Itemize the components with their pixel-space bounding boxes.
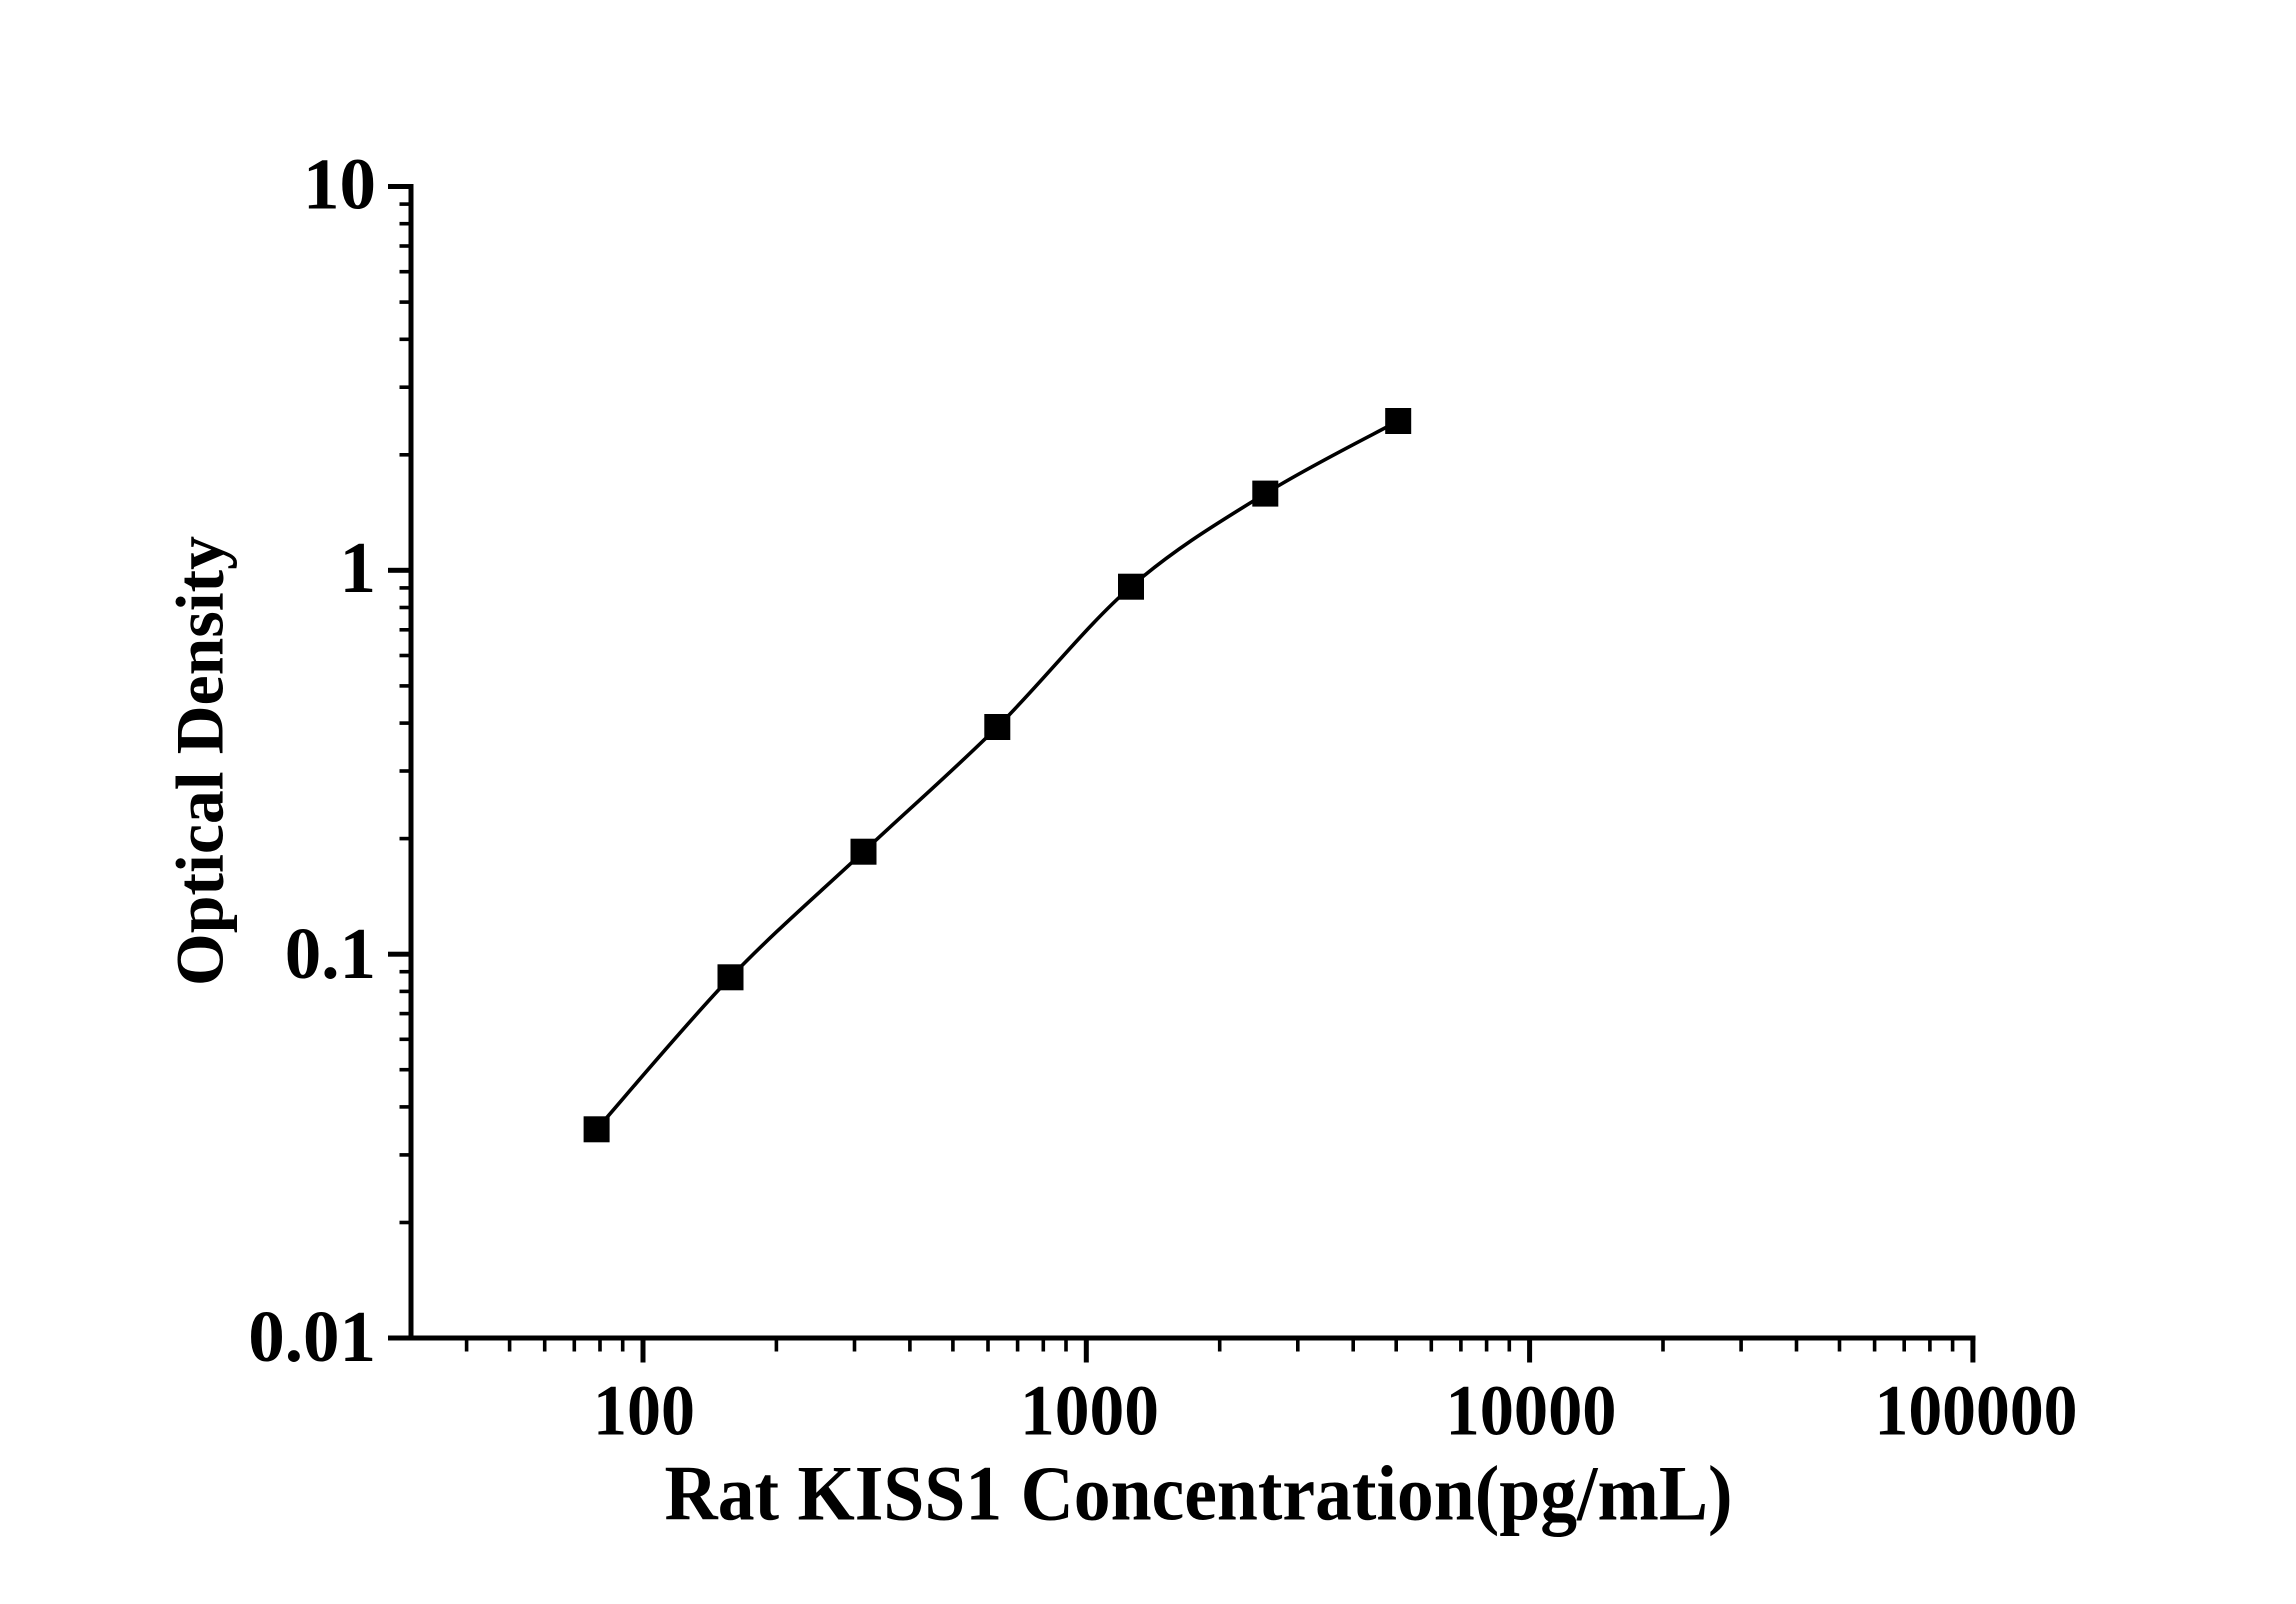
svg-text:100000: 100000 xyxy=(1875,1371,2078,1451)
svg-text:0.01: 0.01 xyxy=(248,1296,376,1377)
svg-text:100: 100 xyxy=(593,1371,695,1451)
svg-text:10000: 10000 xyxy=(1446,1371,1617,1451)
svg-text:Rat KISS1 Concentration(pg/mL): Rat KISS1 Concentration(pg/mL) xyxy=(665,1450,1733,1537)
svg-text:1000: 1000 xyxy=(1020,1371,1159,1451)
svg-text:Optical Density: Optical Density xyxy=(162,536,238,986)
svg-text:10: 10 xyxy=(303,144,376,225)
svg-text:1: 1 xyxy=(340,527,377,608)
svg-text:0.1: 0.1 xyxy=(285,913,376,994)
